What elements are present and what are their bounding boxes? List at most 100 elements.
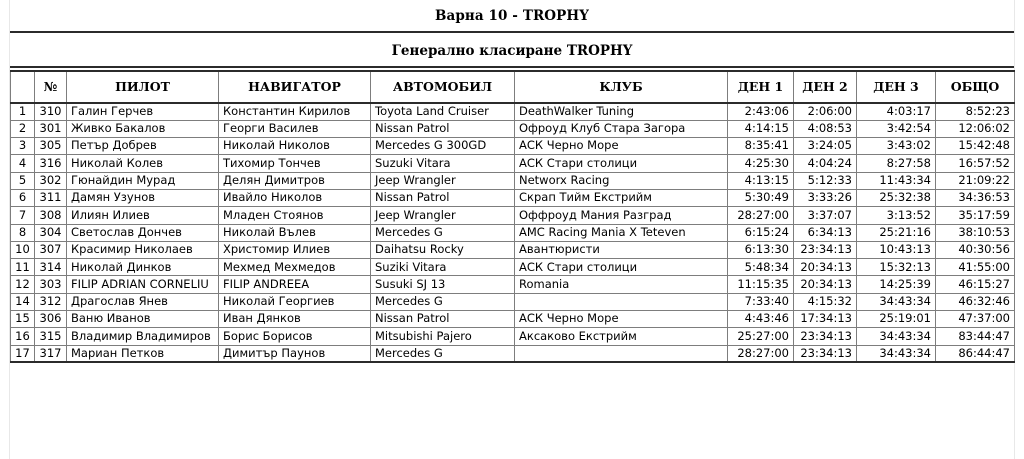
cell-day1: 6:15:24 [727, 223, 794, 242]
cell-day2: 3:37:07 [793, 206, 857, 225]
cell-day3: 4:03:17 [856, 102, 936, 121]
cell-position: 1 [10, 102, 35, 121]
cell-club: DeathWalker Tuning [514, 102, 728, 121]
cell-day1: 28:27:00 [727, 206, 794, 225]
cell-navigator: FILIP ANDREEA [218, 275, 371, 294]
cell-number: 303 [34, 275, 67, 294]
cell-club: Аксаково Екстрийм [514, 327, 728, 346]
cell-club: Networx Racing [514, 171, 728, 190]
cell-pilot: FILIP ADRIAN CORNELIU [66, 275, 219, 294]
cell-navigator: Николай Николов [218, 137, 371, 156]
cell-navigator: Христомир Илиев [218, 240, 371, 260]
table-row: 17 317 Мариан Петков Димитър Паунов Mercedes… [10, 344, 1015, 364]
cell-car: Mercedes G [370, 223, 515, 242]
table-header-row: № ПИЛОТ НАВИГАТОР АВТОМОБИЛ КЛУБ ДЕН 1 Д… [10, 70, 1015, 104]
cell-pilot: Николай Динков [66, 258, 219, 277]
cell-total: 35:17:59 [935, 206, 1015, 225]
column-header-day3: ДЕН 3 [856, 70, 936, 104]
cell-club: АСК Стари столици [514, 154, 728, 173]
cell-car: Susuki SJ 13 [370, 275, 515, 294]
cell-club: Офроуд Клуб Стара Загора [514, 119, 728, 139]
cell-day3: 25:21:16 [856, 223, 936, 242]
cell-club: АСК Стари столици [514, 258, 728, 277]
cell-total: 47:37:00 [935, 310, 1015, 329]
cell-pilot: Илиян Илиев [66, 206, 219, 225]
cell-position: 2 [10, 119, 35, 139]
cell-day1: 4:13:15 [727, 171, 794, 190]
event-title-band: Варна 10 - TROPHY [10, 0, 1014, 33]
table-row: 12 303 FILIP ADRIAN CORNELIU FILIP ANDREEA S… [10, 275, 1015, 294]
cell-total: 83:44:47 [935, 327, 1015, 346]
table-row: 4 316 Николай Колев Тихомир Тончев Suzuki Vi… [10, 154, 1015, 173]
cell-number: 317 [34, 344, 67, 364]
cell-total: 46:15:27 [935, 275, 1015, 294]
cell-navigator: Георги Василев [218, 119, 371, 139]
cell-day1: 4:43:46 [727, 310, 794, 329]
table-body: 1 310 Галин Герчев Константин Кирилов Toyota… [10, 102, 1015, 364]
cell-day3: 3:42:54 [856, 119, 936, 139]
cell-pilot: Гюнайдин Мурад [66, 171, 219, 190]
cell-club: Romania [514, 275, 728, 294]
cell-number: 307 [34, 240, 67, 260]
column-header-day1: ДЕН 1 [727, 70, 794, 104]
cell-car: Suzuki Vitara [370, 154, 515, 173]
cell-day1: 4:14:15 [727, 119, 794, 139]
cell-day3: 3:13:52 [856, 206, 936, 225]
cell-pilot: Светослав Дончев [66, 223, 219, 242]
cell-day2: 6:34:13 [793, 223, 857, 242]
cell-day2: 20:34:13 [793, 275, 857, 294]
cell-car: Suziki Vitara [370, 258, 515, 277]
table-header: № ПИЛОТ НАВИГАТОР АВТОМОБИЛ КЛУБ ДЕН 1 Д… [10, 70, 1015, 104]
event-title: Варна 10 - TROPHY [435, 7, 589, 24]
cell-position: 11 [10, 258, 35, 277]
cell-club [514, 344, 728, 364]
table-row: 14 312 Драгослав Янев Николай Георгиев Merce… [10, 292, 1015, 312]
cell-day3: 10:43:13 [856, 240, 936, 260]
cell-navigator: Константин Кирилов [218, 102, 371, 121]
cell-car: Nissan Patrol [370, 188, 515, 208]
classification-subtitle-band: Генерално класиране TROPHY [10, 35, 1014, 68]
cell-navigator: Мехмед Мехмедов [218, 258, 371, 277]
cell-navigator: Иван Дянков [218, 310, 371, 329]
cell-club: АСК Черно Море [514, 137, 728, 156]
cell-day2: 3:24:05 [793, 137, 857, 156]
table-row: 10 307 Красимир Николаев Христомир Илиев Dai… [10, 240, 1015, 260]
cell-day3: 34:43:34 [856, 292, 936, 312]
cell-total: 8:52:23 [935, 102, 1015, 121]
cell-day1: 4:25:30 [727, 154, 794, 173]
cell-position: 7 [10, 206, 35, 225]
cell-pilot: Петър Добрев [66, 137, 219, 156]
cell-position: 15 [10, 310, 35, 329]
cell-position: 3 [10, 137, 35, 156]
cell-navigator: Николай Георгиев [218, 292, 371, 312]
cell-day2: 3:33:26 [793, 188, 857, 208]
cell-day1: 28:27:00 [727, 344, 794, 364]
cell-car: Mercedes G [370, 344, 515, 364]
cell-total: 41:55:00 [935, 258, 1015, 277]
cell-total: 40:30:56 [935, 240, 1015, 260]
cell-club: Оффроуд Мания Разград [514, 206, 728, 225]
cell-car: Toyota Land Cruiser [370, 102, 515, 121]
table-row: 11 314 Николай Динков Мехмед Мехмедов Suziki… [10, 258, 1015, 277]
cell-position: 5 [10, 171, 35, 190]
cell-number: 308 [34, 206, 67, 225]
column-header-car: АВТОМОБИЛ [370, 70, 515, 104]
cell-day3: 25:32:38 [856, 188, 936, 208]
cell-day2: 4:08:53 [793, 119, 857, 139]
cell-day1: 8:35:41 [727, 137, 794, 156]
cell-club: Авантюристи [514, 240, 728, 260]
cell-navigator: Тихомир Тончев [218, 154, 371, 173]
cell-day1: 7:33:40 [727, 292, 794, 312]
cell-day3: 34:43:34 [856, 344, 936, 364]
cell-day2: 5:12:33 [793, 171, 857, 190]
cell-day3: 25:19:01 [856, 310, 936, 329]
cell-car: Daihatsu Rocky [370, 240, 515, 260]
cell-day2: 23:34:13 [793, 327, 857, 346]
cell-day1: 11:15:35 [727, 275, 794, 294]
table-row: 7 308 Илиян Илиев Младен Стоянов Jeep Wrangl… [10, 206, 1015, 225]
cell-navigator: Димитър Паунов [218, 344, 371, 364]
column-header-total: ОБЩО [935, 70, 1015, 104]
cell-total: 21:09:22 [935, 171, 1015, 190]
cell-day3: 14:25:39 [856, 275, 936, 294]
cell-car: Jeep Wrangler [370, 171, 515, 190]
